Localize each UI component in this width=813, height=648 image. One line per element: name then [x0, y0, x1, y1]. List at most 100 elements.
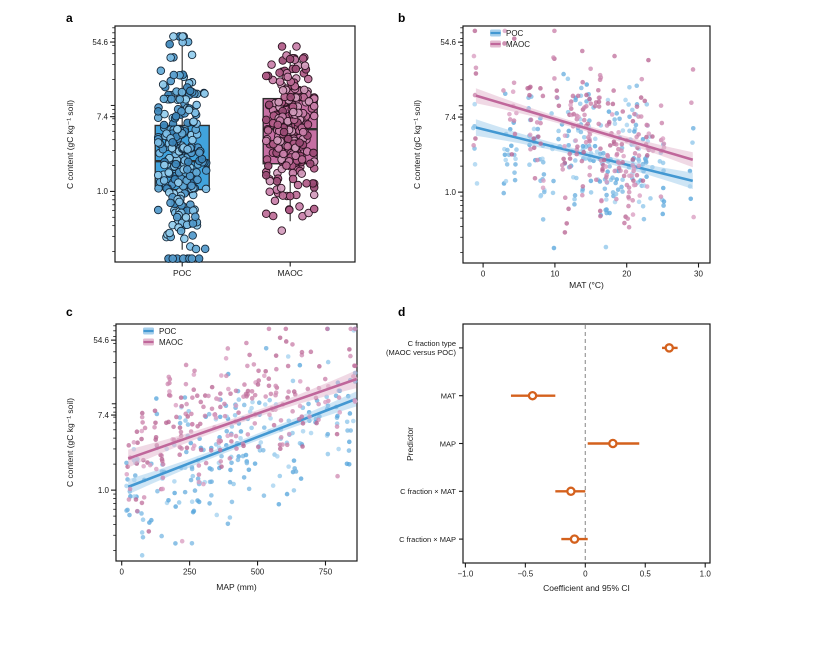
data-point [298, 54, 308, 63]
data-point [284, 491, 290, 497]
data-point [206, 393, 211, 399]
data-point [177, 415, 183, 420]
data-point [273, 136, 282, 145]
data-point [541, 172, 547, 177]
data-point [132, 473, 138, 478]
data-point [290, 342, 295, 347]
data-point [644, 122, 649, 128]
data-point [192, 368, 197, 374]
data-point [594, 149, 600, 155]
data-point [572, 196, 577, 202]
y-tick-label: 54.6 [92, 38, 108, 47]
panel-b-ylabel: C content (gC kg⁻¹ soil) [411, 26, 425, 263]
data-point [183, 418, 188, 423]
data-point [573, 138, 579, 143]
data-point [642, 98, 648, 104]
data-point [266, 376, 272, 381]
data-point [587, 138, 592, 144]
data-point [641, 216, 647, 222]
data-point [596, 87, 601, 93]
data-point [551, 178, 556, 184]
data-point [507, 111, 512, 117]
data-point [187, 50, 197, 60]
data-point [192, 488, 198, 493]
data-point [179, 403, 184, 409]
data-point [160, 475, 166, 481]
coefficient-row: MAT [441, 390, 556, 401]
data-point [139, 436, 144, 442]
data-point [134, 429, 140, 435]
data-point [295, 202, 304, 211]
data-point [255, 382, 261, 387]
data-point [690, 67, 696, 72]
data-point [183, 165, 192, 174]
category-label: POC [173, 268, 191, 278]
data-point [612, 53, 617, 59]
data-point [559, 162, 565, 168]
data-point [535, 126, 541, 132]
data-point [229, 460, 234, 466]
data-point [644, 153, 650, 158]
data-point [322, 376, 328, 382]
data-point [209, 479, 214, 484]
data-point [218, 459, 224, 464]
data-point [288, 174, 298, 184]
data-point [572, 202, 577, 207]
data-point [176, 500, 182, 505]
data-point [171, 112, 181, 121]
data-point [627, 84, 632, 90]
data-point [592, 136, 598, 142]
data-point [189, 499, 195, 505]
data-point [636, 163, 642, 169]
data-point [501, 88, 506, 93]
data-point [291, 488, 297, 493]
data-point [201, 166, 211, 175]
data-point [584, 103, 589, 109]
data-point [249, 405, 254, 411]
data-point [295, 138, 304, 147]
data-point [190, 421, 195, 427]
data-point [176, 226, 186, 236]
data-point [576, 114, 581, 120]
data-point [607, 143, 613, 148]
data-point [139, 428, 145, 434]
data-point [625, 216, 631, 221]
data-point [471, 143, 476, 148]
data-point [614, 142, 619, 147]
estimate-point [664, 343, 674, 353]
data-point [305, 386, 311, 392]
data-point [286, 464, 291, 469]
data-point [605, 97, 611, 103]
data-point [191, 244, 201, 254]
data-point [249, 425, 254, 431]
data-point [587, 172, 592, 178]
data-point [614, 177, 620, 182]
data-point [166, 419, 171, 425]
data-point [261, 425, 267, 430]
data-point [251, 362, 257, 367]
data-point [624, 122, 630, 128]
data-point [335, 413, 340, 419]
data-point [592, 103, 598, 109]
data-point [532, 176, 538, 181]
data-point [503, 178, 509, 184]
data-point [568, 106, 574, 112]
data-point [614, 111, 620, 116]
data-point [531, 136, 537, 141]
data-point [218, 404, 223, 410]
row-label: (MAOC versus POC) [386, 348, 457, 357]
data-point [244, 394, 249, 399]
data-point [172, 490, 177, 496]
data-point [139, 414, 145, 420]
data-point [256, 368, 261, 374]
data-point [268, 391, 274, 397]
data-point [570, 93, 576, 99]
data-point [352, 326, 358, 332]
data-point [177, 87, 187, 97]
data-point [582, 117, 587, 123]
data-point [196, 479, 202, 485]
data-point [510, 89, 516, 95]
panel-b-chart: 54.6 7.4 1.0 0 10 20 30 POC MAOC [440, 25, 711, 279]
data-point [175, 95, 185, 104]
data-point [242, 382, 247, 387]
